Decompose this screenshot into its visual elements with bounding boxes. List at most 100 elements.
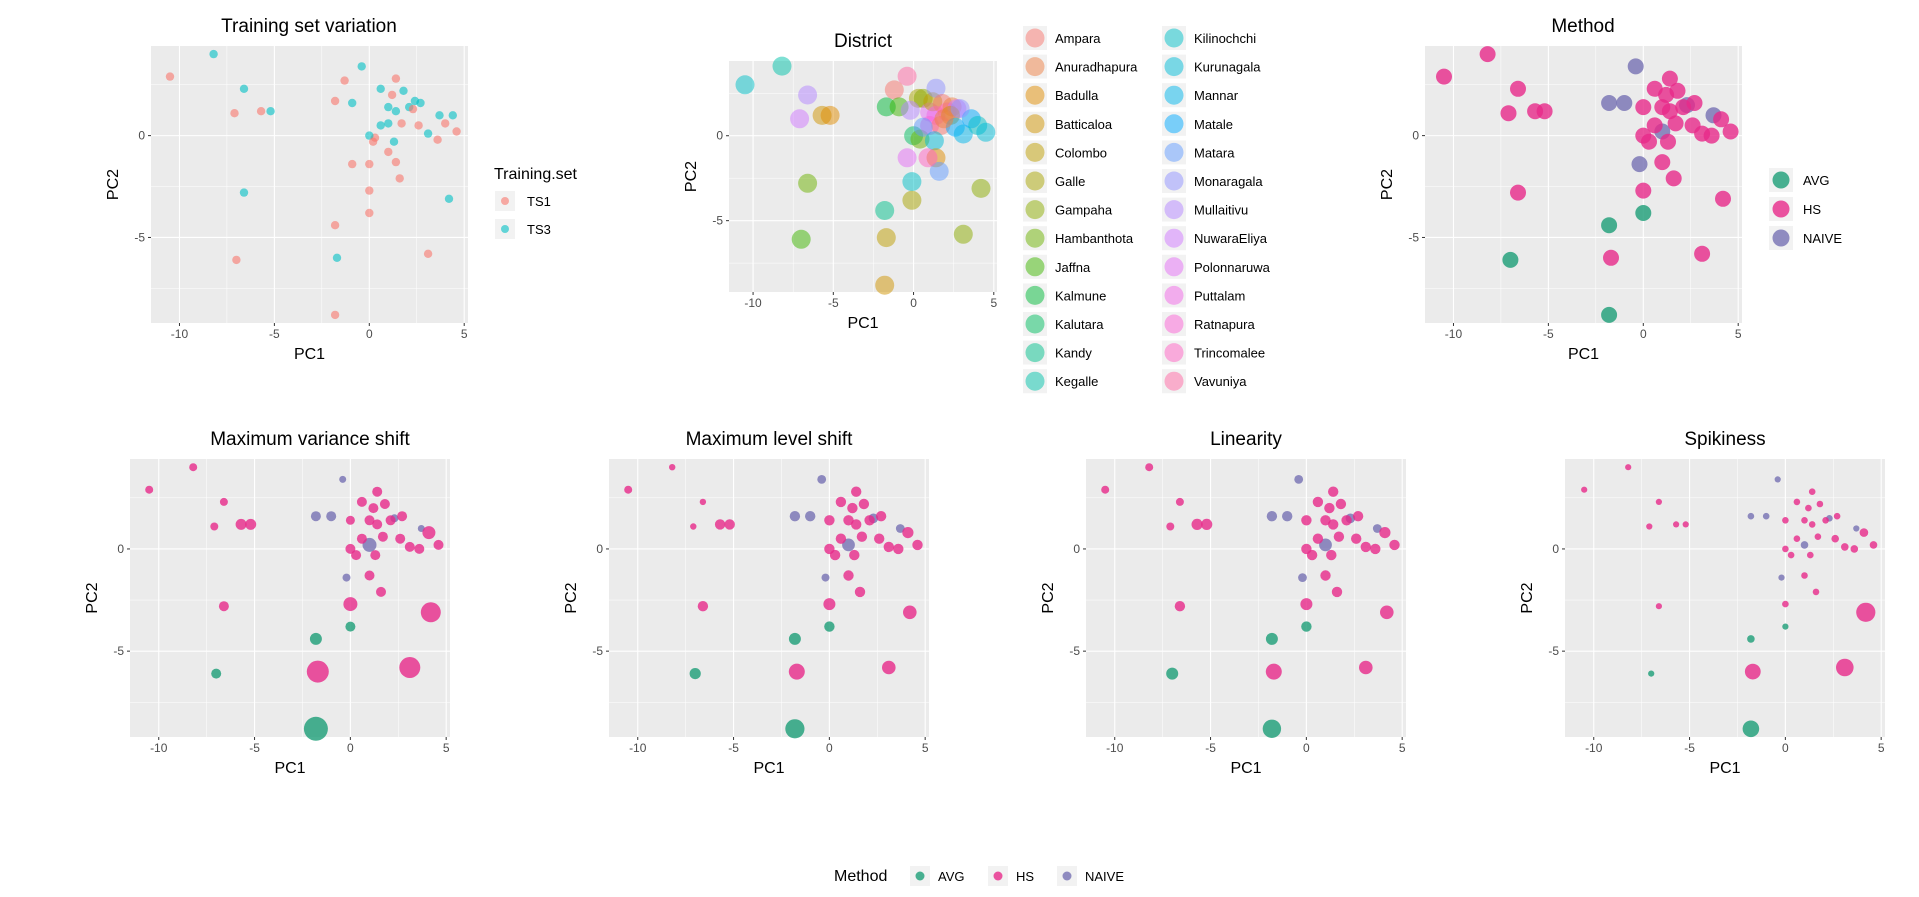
- legend-label: Matara: [1194, 145, 1235, 160]
- data-point: [368, 503, 379, 514]
- data-point: [1800, 541, 1809, 549]
- data-point: [395, 533, 406, 544]
- data-point: [1850, 545, 1859, 553]
- data-point: [875, 511, 887, 522]
- x-axis-label: PC1: [294, 346, 325, 363]
- data-point: [1166, 522, 1175, 531]
- data-point: [210, 522, 219, 531]
- data-point: [387, 90, 397, 100]
- data-point: [395, 174, 404, 183]
- data-point: [376, 84, 385, 94]
- data-point: [1782, 517, 1789, 524]
- data-point: [218, 601, 229, 612]
- data-point: [266, 107, 275, 116]
- legend-label: AVG: [938, 869, 965, 884]
- data-point: [377, 531, 388, 542]
- data-point: [391, 157, 401, 167]
- data-point: [330, 96, 340, 106]
- data-point: [913, 117, 933, 137]
- data-point: [416, 98, 425, 108]
- data-point: [1145, 463, 1154, 472]
- data-point: [1787, 551, 1795, 559]
- x-tick-label: -10: [629, 741, 647, 755]
- points-layer: [735, 56, 996, 295]
- data-point: [1654, 154, 1671, 171]
- data-point: [1101, 485, 1110, 494]
- legend-key: [1025, 285, 1045, 305]
- x-tick-label: 5: [1735, 327, 1742, 341]
- legend-label: Jaffna: [1055, 260, 1091, 275]
- data-point: [895, 524, 905, 533]
- data-point: [902, 190, 922, 210]
- data-point: [348, 98, 357, 108]
- legend-title: Training.set: [494, 166, 578, 183]
- data-point: [1805, 504, 1812, 512]
- chart-linearity: -10 -5 0 5 0 -5 Linearity PC1 PC2: [1040, 429, 1406, 777]
- points-layer: [624, 464, 923, 739]
- legend-key: [1164, 371, 1184, 391]
- data-point: [714, 519, 726, 530]
- data-point: [330, 310, 340, 320]
- data-point: [883, 541, 894, 553]
- data-point: [1326, 549, 1337, 561]
- data-point: [245, 518, 257, 530]
- plot-panel: [151, 46, 468, 323]
- data-point: [309, 632, 322, 645]
- data-point: [856, 531, 868, 542]
- legend-label: Kalmune: [1055, 288, 1106, 303]
- data-point: [345, 515, 355, 525]
- x-tick-label: 0: [826, 741, 833, 755]
- legend-label: Badulla: [1055, 88, 1099, 103]
- data-point: [1801, 517, 1808, 524]
- legend-label: HS: [1016, 869, 1034, 884]
- legend-label: TS3: [527, 222, 551, 237]
- data-point: [1713, 111, 1730, 128]
- x-tick-label: 5: [443, 741, 450, 755]
- x-tick-label: 5: [990, 296, 997, 310]
- data-point: [858, 498, 870, 510]
- data-point: [1869, 541, 1878, 549]
- data-point: [876, 228, 896, 248]
- x-tick-label: 0: [366, 327, 373, 341]
- x-tick-label: 0: [1782, 741, 1789, 755]
- data-point: [310, 511, 321, 522]
- data-point: [211, 668, 222, 679]
- data-point: [824, 515, 835, 526]
- data-point: [1648, 670, 1655, 677]
- data-point: [789, 511, 801, 522]
- data-point: [1747, 635, 1755, 643]
- y-tick-label: -5: [592, 644, 603, 658]
- data-point: [340, 76, 349, 85]
- data-point: [399, 657, 421, 678]
- legend-label: Mannar: [1194, 88, 1239, 103]
- data-point: [1744, 663, 1761, 680]
- data-point: [1174, 601, 1186, 612]
- plot-panel: [729, 61, 997, 292]
- x-tick-label: -5: [728, 741, 739, 755]
- data-point: [953, 224, 973, 244]
- data-point: [805, 511, 816, 522]
- data-point: [1793, 535, 1801, 542]
- data-point: [697, 601, 709, 612]
- data-point: [384, 119, 393, 128]
- data-point: [365, 208, 374, 218]
- data-point: [824, 543, 835, 555]
- data-point: [835, 496, 847, 508]
- data-point: [1655, 498, 1662, 505]
- x-tick-label: -5: [828, 296, 839, 310]
- chart-max-var-shift: -10 -5 0 5 0 -5 Maximum variance shift PC1 PC2: [84, 429, 450, 777]
- y-axis-label: PC2: [1040, 582, 1057, 613]
- y-tick-label: 0: [1412, 129, 1419, 143]
- data-point: [817, 475, 827, 484]
- legend-label: NAIVE: [1803, 231, 1842, 246]
- data-point: [1822, 517, 1829, 524]
- legend-label: Kalutara: [1055, 317, 1104, 332]
- data-point: [864, 515, 875, 526]
- data-point: [414, 121, 423, 130]
- legend-label: Gampaha: [1055, 203, 1113, 218]
- legend-label: NuwaraEliya: [1194, 231, 1268, 246]
- chart-title: Method: [1551, 16, 1614, 37]
- legend-training-set: Training.set TS1 TS3: [494, 166, 578, 239]
- x-axis-label: PC1: [1568, 346, 1599, 363]
- y-tick-label: -5: [134, 230, 145, 244]
